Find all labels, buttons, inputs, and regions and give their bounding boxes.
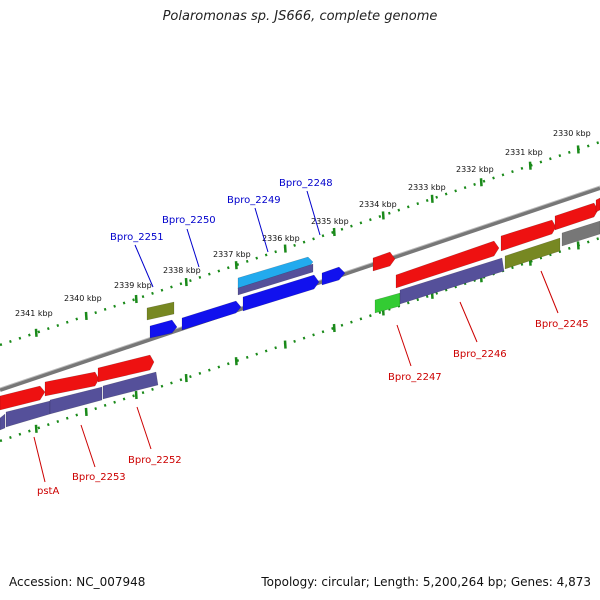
kbp-tick [576,145,580,154]
gene-feature-forward [242,274,320,312]
gene-feature-forward [149,319,178,339]
kbp-tick-inner [234,357,238,366]
kbp-label-2334: 2334 kbp [359,200,397,209]
kbp-tick [479,178,483,187]
kbp-label-2333: 2333 kbp [408,183,446,192]
accession-text: Accession: NC_007948 [9,575,146,589]
kbp-label-2338: 2338 kbp [163,266,201,275]
kbp-tick-inner [84,407,88,416]
gene-label-bpro-2250: Bpro_2250 [162,215,216,226]
kbp-tick [332,227,336,237]
gene-label-bpro-2248: Bpro_2248 [279,178,333,189]
gene-feature-reverse [49,386,103,415]
kbp-tick-inner [283,340,287,349]
gene-label-psta: pstA [37,486,59,497]
kbp-label-2340: 2340 kbp [64,294,102,303]
gene-feature-forward [0,385,46,411]
map-title: Polaromonas sp. JS666, complete genome [162,9,438,24]
gene-feature-forward [146,301,175,321]
kbp-tick [184,277,188,287]
kbp-tick [430,194,434,203]
gene-label-bpro-2245: Bpro_2245 [535,319,589,330]
gene-feature-reverse [0,413,6,431]
connector-bpro-2252 [136,406,152,450]
kbp-label-2331: 2331 kbp [505,148,543,157]
gene-feature-forward [395,240,500,289]
connector-bpro-2246 [459,301,478,343]
gene-label-bpro-2249: Bpro_2249 [227,195,281,206]
gene-feature-reverse [504,237,561,270]
kbp-tick [283,244,287,253]
connector-bpro-2250 [186,228,200,268]
gene-feature-reverse [561,220,600,247]
kbp-tick [84,311,88,320]
genome-stats-text: Topology: circular; Length: 5,200,264 bp… [261,575,591,589]
gene-label-bpro-2247: Bpro_2247 [388,372,442,383]
gene-label-bpro-2253: Bpro_2253 [72,472,126,483]
kbp-ticks [34,145,580,433]
gene-feature-forward [237,263,314,296]
gene-label-bpro-2252: Bpro_2252 [128,455,182,466]
gene-feature-forward [321,266,346,286]
gene-feature-reverse [399,257,505,305]
gene-feature-reverse [374,292,401,314]
kbp-tick-inner [576,241,580,250]
gene-feature-forward [372,251,396,272]
kbp-tick-inner [34,424,38,433]
connector-bpro-2249 [254,207,269,253]
gene-feature-forward [500,219,557,252]
connector-psta [33,436,46,483]
gene-label-bpro-2246: Bpro_2246 [453,349,507,360]
kbp-label-2336: 2336 kbp [262,234,300,243]
kbp-tick-inner [332,323,336,333]
kbp-tick [34,328,38,337]
gene-feature-forward [97,354,155,383]
kbp-label-2335: 2335 kbp [311,217,349,226]
connector-bpro-2248 [306,190,321,236]
kbp-label-2341: 2341 kbp [15,309,53,318]
connector-bpro-2253 [80,424,96,468]
kbp-label-2337: 2337 kbp [213,250,251,259]
kbp-tick [234,261,238,270]
connector-bpro-2245 [540,270,559,314]
gene-feature-forward [44,371,100,397]
gene-feature-forward [554,202,599,231]
kbp-tick [528,161,532,170]
kbp-tick-inner [134,390,138,400]
kbp-label-2330: 2330 kbp [553,129,591,138]
kbp-label-2339: 2339 kbp [114,281,152,290]
gene-feature-forward [595,197,600,213]
kbp-tick [381,211,385,220]
gene-feature-forward [181,300,242,331]
kbp-tick [134,294,138,304]
gene-feature-reverse [102,371,159,400]
gene-label-bpro-2251: Bpro_2251 [110,232,164,243]
connector-bpro-2247 [396,324,412,367]
connector-bpro-2251 [134,244,154,288]
kbp-label-2332: 2332 kbp [456,165,494,174]
kbp-tick-inner [184,373,188,383]
